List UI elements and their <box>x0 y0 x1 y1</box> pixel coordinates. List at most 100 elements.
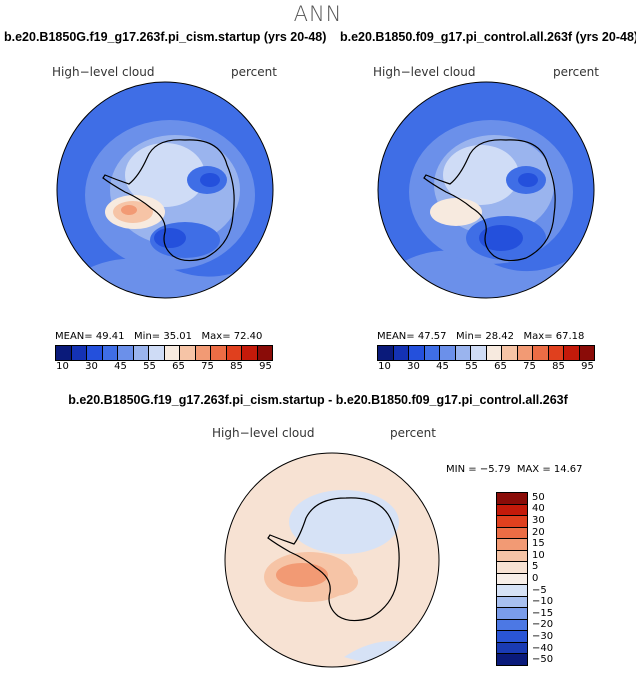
panel-1-colorbar-swatch <box>242 346 258 360</box>
diff-colorbar-swatch <box>497 527 527 540</box>
diff-colorbar <box>496 492 528 666</box>
panel-2-colorbar-swatch <box>517 346 533 360</box>
diff-colorbar-swatch <box>497 585 527 597</box>
diff-colorbar-tick: −10 <box>532 596 554 608</box>
panel-1-colorbar-swatch <box>149 346 165 360</box>
panel-2-colorbar-tick: 10 <box>378 361 391 372</box>
panel-1-colorbar-tick: 75 <box>201 361 214 372</box>
panel-1-field-min-east <box>200 173 220 187</box>
diff-colorbar-tick: 40 <box>532 503 545 515</box>
panel-1-colorbar-tick: 45 <box>114 361 127 372</box>
panel-1-field-min-south <box>154 228 186 248</box>
panel-1-colorbar-swatch <box>102 346 118 360</box>
diff-colorbar-swatch <box>497 562 527 574</box>
panel-1-colorbar-swatch <box>164 346 180 360</box>
panel-2-min: 28.42 <box>485 331 514 342</box>
panel-2-max: 67.18 <box>555 331 585 342</box>
diff-title: b.e20.B1850G.f19_g17.263f.pi_cism.startu… <box>68 393 568 407</box>
panel-2-colorbar-swatch <box>579 346 594 360</box>
panel-2-variable: High−level cloud <box>373 65 476 79</box>
panel-1-map-border <box>56 81 274 299</box>
panel-2-colorbar-swatch <box>471 346 487 360</box>
panel-2-colorbar-swatch <box>548 346 564 360</box>
panel-2-colorbar-swatch <box>409 346 425 360</box>
panel-2-mean: 47.57 <box>417 331 447 342</box>
panel-1-field-max <box>121 205 137 215</box>
panel-1-colorbar-swatch <box>133 346 149 360</box>
panel-2-colorbar-swatch <box>486 346 502 360</box>
panel-1-stats: MEAN= 49.41 Min= 35.01 Max= 72.40 <box>55 331 262 342</box>
panel-1-colorbar-swatch <box>87 346 103 360</box>
panel-1-field-plateau <box>125 143 205 207</box>
panel-2-field-min-south <box>479 225 523 251</box>
diff-min-label: MIN = <box>446 464 477 475</box>
figure-title: ANN <box>293 2 343 26</box>
panel-1-units: percent <box>231 65 277 79</box>
panel-2-colorbar-swatch <box>455 346 471 360</box>
diff-colorbar-swatch <box>497 642 527 655</box>
panel-1-case-title: b.e20.B1850G.f19_g17.263f.pi_cism.startu… <box>4 30 327 44</box>
panel-2-colorbar-swatch <box>393 346 409 360</box>
diff-variable: High−level cloud <box>212 426 315 440</box>
panel-1-min-label: Min= <box>134 331 161 342</box>
panel-1-colorbar-tick: 95 <box>259 361 272 372</box>
panel-1-colorbar <box>55 345 273 361</box>
panel-1-antarctica-coastline <box>102 139 235 262</box>
panel-2-colorbar-swatch <box>440 346 456 360</box>
diff-polar-map <box>224 452 440 668</box>
diff-colorbar-tick: 0 <box>532 572 539 584</box>
diff-colorbar-tick: 5 <box>532 561 539 573</box>
panel-1-max: 72.40 <box>233 331 263 342</box>
panel-1-colorbar-swatch <box>118 346 134 360</box>
panel-2-colorbar-swatch <box>533 346 549 360</box>
diff-colorbar-swatch <box>497 516 527 528</box>
panel-1-colorbar-tick: 30 <box>85 361 98 372</box>
diff-colorbar-swatch <box>497 573 527 586</box>
panel-1-mean: 49.41 <box>95 331 125 342</box>
panel-2-colorbar-tick: 30 <box>407 361 420 372</box>
diff-colorbar-labels: 50 40 30 20 15 10 5 0 −5 −10 −15 −20 −30 −40 −50 <box>532 492 572 666</box>
panel-2-case-title: b.e20.B1850.f09_g17.pi_control.all.263f … <box>340 30 636 44</box>
diff-colorbar-swatch <box>497 608 527 620</box>
panel-2-max-label: Max= <box>523 331 553 342</box>
panel-1-colorbar-tick: 10 <box>56 361 69 372</box>
diff-colorbar-tick: 20 <box>532 526 545 538</box>
panel-2-colorbar-swatch <box>378 346 394 360</box>
panel-1-colorbar-ticks: 10 30 45 55 65 75 85 95 <box>48 361 280 372</box>
panel-2-colorbar-tick: 65 <box>494 361 507 372</box>
diff-colorbar-swatch <box>497 550 527 563</box>
diff-colorbar-tick: −50 <box>532 654 554 666</box>
panel-2-field-plateau <box>443 145 519 205</box>
panel-1-colorbar-swatch <box>180 346 196 360</box>
panel-2-colorbar-swatch <box>424 346 440 360</box>
panel-1-polar-map <box>56 81 274 299</box>
diff-colorbar-tick: 15 <box>532 538 545 550</box>
diff-colorbar-swatch <box>497 654 527 665</box>
diff-colorbar-swatch <box>497 539 527 551</box>
panel-2-units: percent <box>553 65 599 79</box>
panel-2-min-label: Min= <box>456 331 483 342</box>
diff-colorbar-tick: −30 <box>532 630 554 642</box>
diff-field-negative-east <box>352 511 396 543</box>
panel-2-colorbar-tick: 45 <box>436 361 449 372</box>
panel-2-colorbar-tick: 95 <box>581 361 594 372</box>
panel-1-colorbar-tick: 55 <box>143 361 156 372</box>
panel-1-colorbar-swatch <box>195 346 211 360</box>
panel-1-colorbar-swatch <box>56 346 72 360</box>
diff-antarctica-coastline <box>267 497 400 622</box>
diff-max-label: MAX = <box>516 464 551 475</box>
panel-2-map-border <box>377 81 595 299</box>
panel-2-field-high <box>430 198 482 226</box>
diff-min: −5.79 <box>479 464 511 475</box>
panel-1-max-label: Max= <box>201 331 231 342</box>
diff-colorbar-tick: 30 <box>532 514 545 526</box>
panel-2-colorbar-ticks: 10 30 45 55 65 75 85 95 <box>370 361 602 372</box>
diff-colorbar-swatch <box>497 504 527 517</box>
panel-2-colorbar-swatch <box>502 346 518 360</box>
panel-1-colorbar-tick: 85 <box>230 361 243 372</box>
diff-units: percent <box>390 426 436 440</box>
panel-1-colorbar-swatch <box>226 346 242 360</box>
panel-2-field-min-east <box>518 173 538 187</box>
panel-2-stats: MEAN= 47.57 Min= 28.42 Max= 67.18 <box>377 331 584 342</box>
panel-2-colorbar-tick: 85 <box>552 361 565 372</box>
